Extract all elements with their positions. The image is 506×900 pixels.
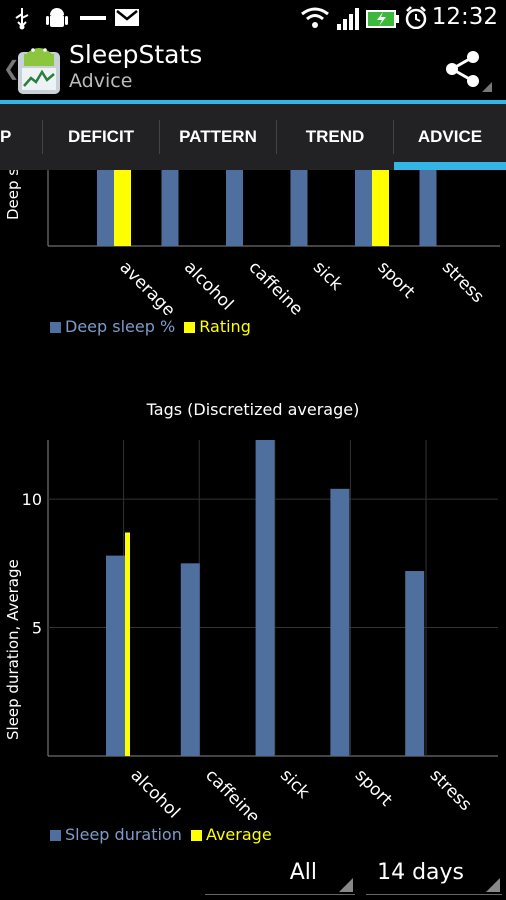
y-tick-label: 10 xyxy=(22,490,42,509)
legend-swatch xyxy=(50,830,61,841)
tab-bar: P DEFICIT PATTERN TREND ADVICE xyxy=(0,104,506,170)
period-spinner[interactable]: 14 days xyxy=(366,852,502,895)
bar-rating-average xyxy=(114,170,131,246)
tags-chart: Tags (Discretized average) 5 10 Sleep durat… xyxy=(4,400,498,820)
filter-bar: All 14 days xyxy=(0,852,506,900)
alarm-icon xyxy=(405,6,427,29)
bar-sleep-duration-sport xyxy=(330,488,350,756)
legend-label: Deep sleep % xyxy=(65,317,176,336)
android-debug-icon xyxy=(46,8,68,27)
spinner-corner-icon xyxy=(339,878,353,892)
chart-title: Tags (Discretized average) xyxy=(146,400,360,419)
tab-divider xyxy=(159,120,160,154)
bar-deep-sleep-caffeine xyxy=(226,170,243,246)
x-tick-label: stress xyxy=(426,765,476,815)
app-title: SleepStats xyxy=(69,40,203,69)
bar-deep-sleep-average xyxy=(97,170,114,246)
deep-sleep-chart: Deep s average alcohol caffeine sick sport str… xyxy=(4,170,500,315)
scope-spinner[interactable]: All xyxy=(205,852,355,895)
tab-trend[interactable]: TREND xyxy=(305,127,365,146)
back-chevron-icon[interactable]: ❮ xyxy=(3,56,20,80)
wifi-icon xyxy=(301,7,329,28)
period-value: 14 days xyxy=(377,860,464,885)
bar-rating-sport xyxy=(372,170,389,246)
battery-charging-icon xyxy=(366,10,399,28)
action-bar-divider xyxy=(0,100,506,104)
minus-icon xyxy=(80,16,106,20)
bar-deep-sleep-sick xyxy=(290,170,308,246)
chart2-legend: Sleep duration Average xyxy=(50,825,272,844)
bar-deep-sleep-sport xyxy=(355,170,372,246)
legend-label: Average xyxy=(205,825,272,844)
status-bar: 12:32 xyxy=(0,0,506,36)
app-subtitle: Advice xyxy=(69,70,133,92)
legend-label: Sleep duration xyxy=(65,825,182,844)
bar-sleep-duration-stress xyxy=(405,571,425,756)
x-tick-label: caffeine xyxy=(201,765,263,820)
action-bar: ❮ SleepStats Advice xyxy=(0,36,506,102)
gmail-icon xyxy=(115,9,139,26)
tab-divider xyxy=(42,120,43,154)
spinner-corner-icon xyxy=(486,878,500,892)
tab-sleep[interactable]: P xyxy=(0,127,12,146)
bar-deep-sleep-alcohol xyxy=(161,170,179,246)
bar-sleep-duration-caffeine xyxy=(180,563,200,756)
signal-icon xyxy=(337,8,359,30)
tab-deficit[interactable]: DEFICIT xyxy=(67,127,135,146)
x-tick-label: stress xyxy=(438,257,488,307)
app-icon[interactable] xyxy=(14,42,64,96)
scope-value: All xyxy=(289,860,317,885)
tab-divider xyxy=(393,120,394,154)
legend-swatch xyxy=(50,322,61,333)
x-tick-label: caffeine xyxy=(244,257,306,315)
share-icon[interactable] xyxy=(440,48,494,94)
legend-swatch xyxy=(190,830,202,841)
bar-deep-sleep-stress xyxy=(419,170,437,246)
x-tick-label: sport xyxy=(373,257,418,302)
x-tick-label: sick xyxy=(309,257,346,294)
clock: 12:32 xyxy=(431,4,498,30)
bar-sleep-duration-alcohol xyxy=(106,555,125,756)
chart1-legend: Deep sleep % Rating xyxy=(50,317,251,336)
legend-label: Rating xyxy=(199,317,251,336)
x-tick-label: sick xyxy=(276,765,313,802)
tab-selected-indicator xyxy=(394,162,506,170)
legend-swatch xyxy=(184,322,196,333)
x-tick-label: average xyxy=(115,257,178,315)
x-tick-label: alcohol xyxy=(126,765,183,820)
usb-icon xyxy=(15,8,29,30)
tab-advice[interactable]: ADVICE xyxy=(417,127,483,146)
tab-pattern[interactable]: PATTERN xyxy=(179,127,257,146)
bar-sleep-duration-sick xyxy=(255,440,275,756)
tab-divider xyxy=(276,120,277,154)
x-tick-label: sport xyxy=(351,765,396,810)
bar-average-alcohol xyxy=(125,532,130,756)
y-axis-label: Sleep duration, Average xyxy=(4,559,22,740)
y-axis-label: Deep s xyxy=(4,170,22,220)
x-tick-label: alcohol xyxy=(180,257,237,314)
y-tick-label: 5 xyxy=(32,619,42,638)
